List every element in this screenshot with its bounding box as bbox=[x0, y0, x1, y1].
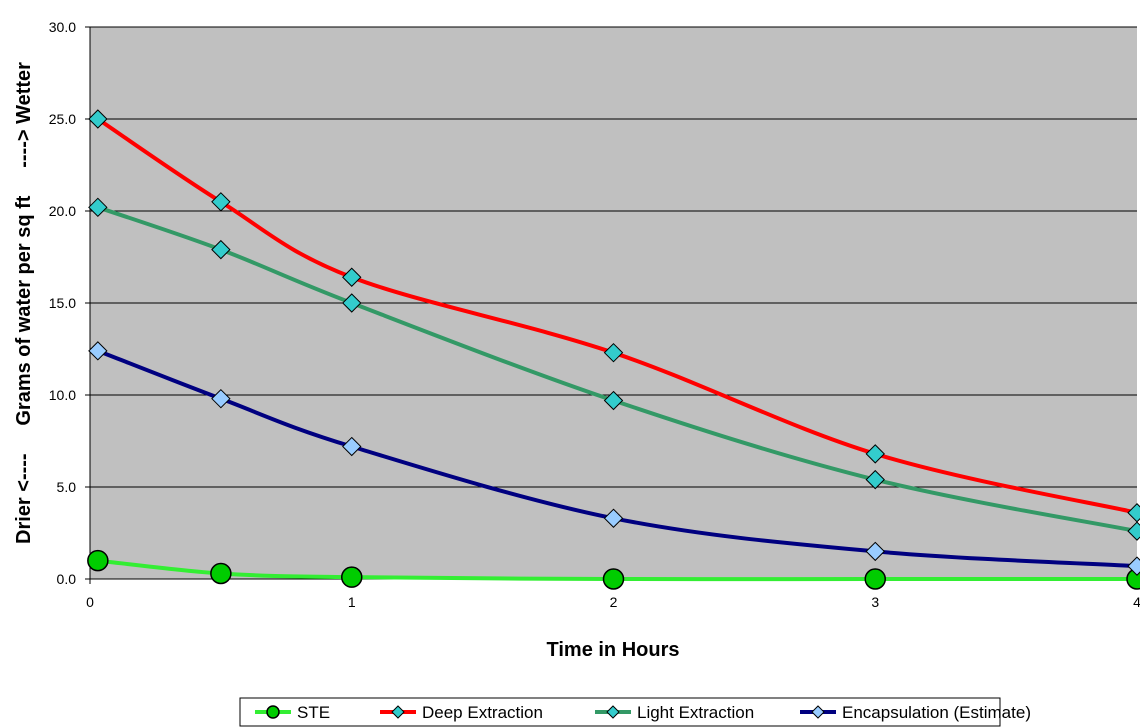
data-point-2-3 bbox=[603, 390, 624, 411]
y-tick-label-4: 20.0 bbox=[49, 203, 76, 219]
data-point-0-4 bbox=[864, 568, 886, 590]
data-point-1-3 bbox=[603, 342, 624, 363]
x-tick-label-1: 1 bbox=[348, 594, 356, 610]
legend-marker-0 bbox=[266, 705, 280, 719]
legend-marker-2 bbox=[606, 705, 620, 719]
x-tick-labels: 0 1 2 3 4 bbox=[86, 594, 1140, 610]
data-point-0-1 bbox=[210, 562, 232, 585]
legend-label-1: Deep Extraction bbox=[422, 703, 543, 722]
series-0 bbox=[87, 549, 1140, 590]
y-tick-label-3: 15.0 bbox=[49, 295, 76, 311]
data-point-0-0 bbox=[87, 549, 109, 572]
y-tick-label-2: 10.0 bbox=[49, 387, 76, 403]
series-1 bbox=[88, 109, 1140, 523]
data-point-2-4 bbox=[865, 469, 885, 490]
y-tick-labels: 0.0 5.0 10.0 15.0 20.0 25.0 30.0 bbox=[49, 19, 76, 587]
y-tick-label-0: 0.0 bbox=[57, 571, 77, 587]
legend: STE Deep Extraction Light Extraction Encaps… bbox=[239, 697, 1031, 727]
y-tick-label-1: 5.0 bbox=[57, 479, 77, 495]
data-point-0-2 bbox=[341, 566, 363, 588]
data-point-3-5 bbox=[1127, 556, 1140, 576]
series-group bbox=[87, 109, 1140, 590]
data-point-3-1 bbox=[211, 388, 231, 409]
x-tick-label-4: 4 bbox=[1133, 594, 1140, 610]
x-tick-label-3: 3 bbox=[871, 594, 879, 610]
data-point-1-4 bbox=[865, 444, 885, 464]
data-point-3-2 bbox=[342, 436, 362, 457]
y-axis-title: Drier <---- Grams of water per sq ft ---… bbox=[13, 62, 35, 544]
x-tick-label-2: 2 bbox=[610, 594, 618, 610]
legend-label-0: STE bbox=[297, 703, 330, 722]
series-3 bbox=[88, 341, 1140, 576]
series-2 bbox=[88, 197, 1140, 541]
y-tick-label-6: 30.0 bbox=[49, 19, 76, 35]
legend-marker-1 bbox=[391, 705, 405, 719]
data-point-1-0 bbox=[88, 109, 108, 129]
x-tick-label-0: 0 bbox=[86, 594, 94, 610]
data-point-0-3 bbox=[602, 568, 625, 590]
y-tick-label-5: 25.0 bbox=[49, 111, 76, 127]
legend-label-2: Light Extraction bbox=[637, 703, 754, 722]
data-point-2-5 bbox=[1127, 521, 1140, 541]
data-point-3-0 bbox=[88, 341, 108, 361]
data-point-2-2 bbox=[342, 293, 362, 313]
data-point-1-2 bbox=[342, 267, 362, 287]
data-point-2-1 bbox=[211, 239, 231, 260]
data-point-1-1 bbox=[211, 192, 231, 212]
x-axis-title: Time in Hours bbox=[547, 639, 680, 661]
legend-label-3: Encapsulation (Estimate) bbox=[842, 703, 1031, 722]
legend-marker-3 bbox=[811, 705, 825, 719]
data-point-3-4 bbox=[865, 541, 885, 562]
data-point-3-3 bbox=[603, 508, 624, 528]
data-point-2-0 bbox=[88, 197, 108, 218]
